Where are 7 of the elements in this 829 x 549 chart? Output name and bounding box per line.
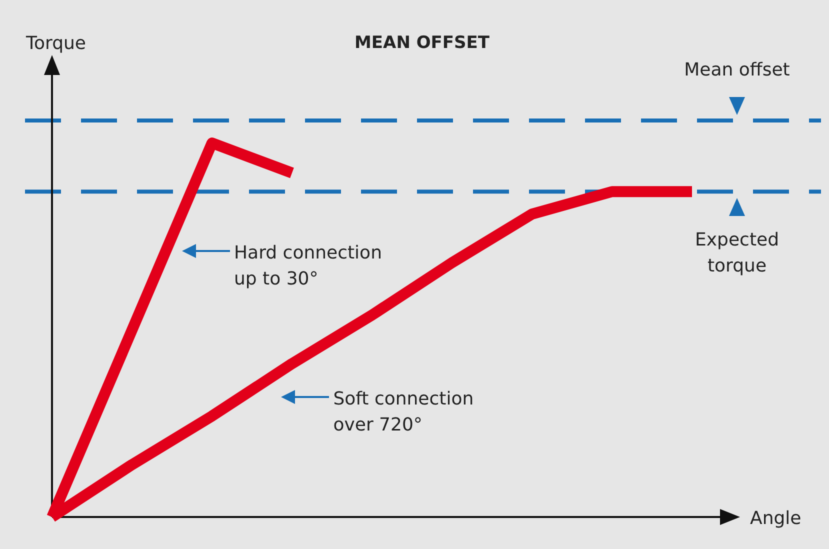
legend-label: Expected torque — [695, 230, 779, 277]
ref-line-label: Mean offset — [684, 60, 790, 81]
annotation: Soft connection over 720° — [333, 388, 474, 436]
annotation: Hard connection up to 30° — [234, 242, 382, 290]
x-axis-title: Angle — [750, 508, 802, 529]
y-axis-title: Torque — [25, 33, 86, 54]
chart-title: MEAN OFFSET — [354, 33, 490, 53]
